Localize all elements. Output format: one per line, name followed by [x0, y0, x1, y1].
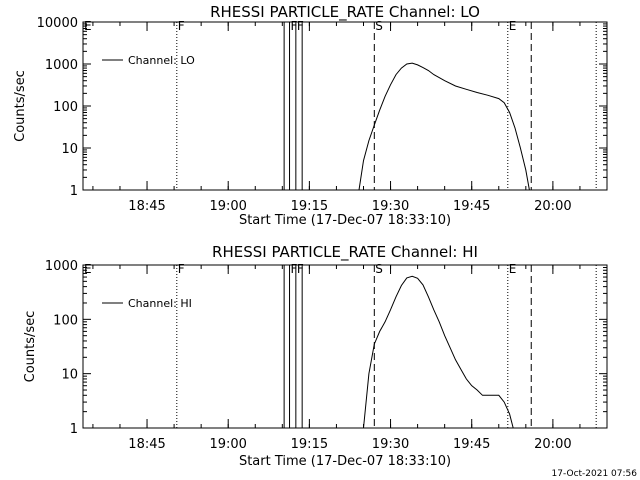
y-tick-label: 10	[61, 142, 78, 157]
plot-frame	[82, 21, 608, 191]
hi-channel-panel: RHESSI PARTICLE_RATE Channel: HI 1 10 100 10…	[23, 243, 608, 469]
generation-timestamp: 17-Oct-2021 07:56	[552, 469, 638, 479]
x-tick-label: 20:00	[534, 437, 571, 452]
plot-frame	[82, 264, 608, 429]
x-tick-label: 19:30	[372, 199, 409, 214]
x-tick-label: 18:45	[128, 199, 165, 214]
y-tick-label: 1	[70, 184, 78, 199]
y-tick-label: 10	[61, 368, 78, 383]
y-tick-label: 1000	[45, 58, 78, 73]
y-axis-label: Counts/sec	[13, 70, 28, 142]
legend-label: Channel: HI	[128, 297, 192, 310]
x-tick-label: 19:00	[209, 199, 246, 214]
y-tick-label: 1000	[45, 259, 78, 274]
event-marker-label: F	[297, 262, 304, 276]
event-marker-label: F	[291, 19, 298, 33]
event-marker-label: F	[291, 262, 298, 276]
x-tick-label: 19:30	[372, 437, 409, 452]
y-axis-label: Counts/sec	[23, 311, 38, 383]
y-tick-label: 10000	[37, 16, 78, 31]
event-marker-label: F	[178, 19, 185, 33]
event-marker-label: E	[84, 19, 92, 33]
legend-label: Channel: LO	[128, 54, 195, 67]
x-axis-label: Start Time (17-Dec-07 18:33:10)	[239, 213, 451, 228]
x-tick-label: 19:15	[291, 437, 328, 452]
event-marker-label: S	[375, 262, 383, 276]
event-marker-label: F	[297, 19, 304, 33]
y-tick-label: 100	[53, 100, 78, 115]
x-tick-label: 19:45	[453, 199, 490, 214]
event-marker-label: E	[84, 262, 92, 276]
y-tick-label: 100	[53, 313, 78, 328]
y-tick-label: 1	[70, 422, 78, 437]
event-marker-label: F	[178, 262, 185, 276]
x-tick-label: 20:00	[534, 199, 571, 214]
event-marker-label: E	[509, 19, 517, 33]
chart-title: RHESSI PARTICLE_RATE Channel: LO	[210, 3, 480, 22]
event-marker-label: E	[509, 262, 517, 276]
x-tick-label: 19:15	[291, 199, 328, 214]
x-tick-label: 18:45	[128, 437, 165, 452]
x-tick-label: 19:45	[453, 437, 490, 452]
chart-title: RHESSI PARTICLE_RATE Channel: HI	[212, 243, 478, 262]
x-tick-label: 19:00	[209, 437, 246, 452]
event-marker-label: S	[375, 19, 383, 33]
lo-channel-panel: RHESSI PARTICLE_RATE Channel: LO 1 10 100 10…	[13, 3, 608, 228]
series-line	[363, 275, 514, 429]
series-line	[358, 62, 530, 191]
x-axis-label: Start Time (17-Dec-07 18:33:10)	[239, 454, 451, 469]
